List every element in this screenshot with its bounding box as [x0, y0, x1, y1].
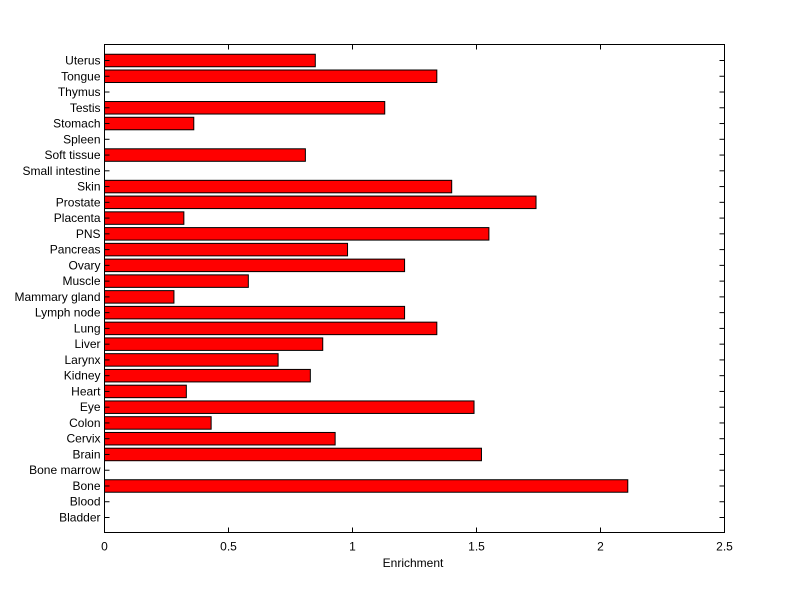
x-axis-label: Enrichment [383, 556, 444, 570]
y-tick-label-bone: Bone [72, 479, 100, 493]
bar-lymph-node [104, 305, 406, 320]
y-tick-label-blood: Blood [70, 495, 101, 509]
bar-larynx [104, 353, 279, 367]
y-tick-label-tongue: Tongue [61, 69, 101, 83]
bar-pancreas [104, 242, 349, 257]
bar-eye [104, 400, 475, 414]
bar-placenta [104, 211, 185, 225]
bar-soft-tissue [104, 148, 306, 162]
y-tick-label-stomach: Stomach [53, 117, 100, 131]
y-tick-label-eye: Eye [80, 400, 101, 414]
y-tick-label-prostate: Prostate [56, 195, 101, 209]
y-tick-label-thymus: Thymus [58, 85, 101, 99]
bar-uterus [104, 53, 316, 68]
y-tick-label-lung: Lung [74, 321, 101, 335]
y-tick-label-lymph-node: Lymph node [35, 306, 101, 320]
bar-skin [104, 179, 453, 194]
x-tick-label: 0.5 [220, 540, 237, 554]
bar-kidney [104, 368, 311, 383]
y-tick-label-larynx: Larynx [64, 353, 100, 367]
y-tick-label-colon: Colon [69, 416, 100, 430]
bar-heart [104, 384, 187, 399]
x-tick-label: 1 [349, 540, 356, 554]
bar-mammary-gland [104, 290, 175, 304]
y-tick-label-placenta: Placenta [54, 211, 101, 225]
y-tick-label-spleen: Spleen [63, 132, 100, 146]
y-tick-label-pns: PNS [76, 227, 101, 241]
x-tick-label: 0 [101, 540, 108, 554]
bar-lung [104, 321, 438, 336]
bar-muscle [104, 274, 249, 288]
bars-group [104, 53, 629, 493]
x-tick-label: 1.5 [468, 540, 485, 554]
y-tick-label-pancreas: Pancreas [50, 243, 101, 257]
y-tick-label-heart: Heart [71, 384, 101, 398]
bar-liver [104, 337, 324, 351]
x-tick-label: 2 [597, 540, 604, 554]
bar-testis [104, 101, 386, 115]
bar-brain [104, 447, 482, 462]
bar-ovary [104, 258, 406, 273]
y-tick-label-bladder: Bladder [59, 511, 100, 525]
y-tick-label-bone-marrow: Bone marrow [29, 463, 101, 477]
y-tick-label-brain: Brain [72, 447, 100, 461]
y-tick-label-skin: Skin [77, 180, 100, 194]
y-tick-label-testis: Testis [70, 101, 101, 115]
bar-tongue [104, 69, 438, 84]
bar-stomach [104, 116, 195, 131]
y-tick-label-liver: Liver [74, 337, 100, 351]
y-tick-label-uterus: Uterus [65, 54, 100, 68]
bar-prostate [104, 195, 537, 210]
x-axis-ticks: 0 0.5 1 1.5 2 2.5 [101, 44, 733, 554]
bar-pns [104, 227, 490, 241]
bar-colon [104, 416, 212, 430]
y-tick-label-ovary: Ovary [68, 258, 100, 272]
y-tick-label-small-intestine: Small intestine [22, 164, 100, 178]
y-tick-label-mammary-gland: Mammary gland [14, 290, 100, 304]
bar-bone [104, 479, 629, 493]
bar-cervix [104, 431, 336, 446]
y-tick-label-cervix: Cervix [66, 432, 100, 446]
y-tick-label-muscle: Muscle [62, 274, 100, 288]
y-tick-label-kidney: Kidney [64, 369, 101, 383]
x-tick-label: 2.5 [716, 540, 733, 554]
y-tick-label-soft-tissue: Soft tissue [44, 148, 100, 162]
